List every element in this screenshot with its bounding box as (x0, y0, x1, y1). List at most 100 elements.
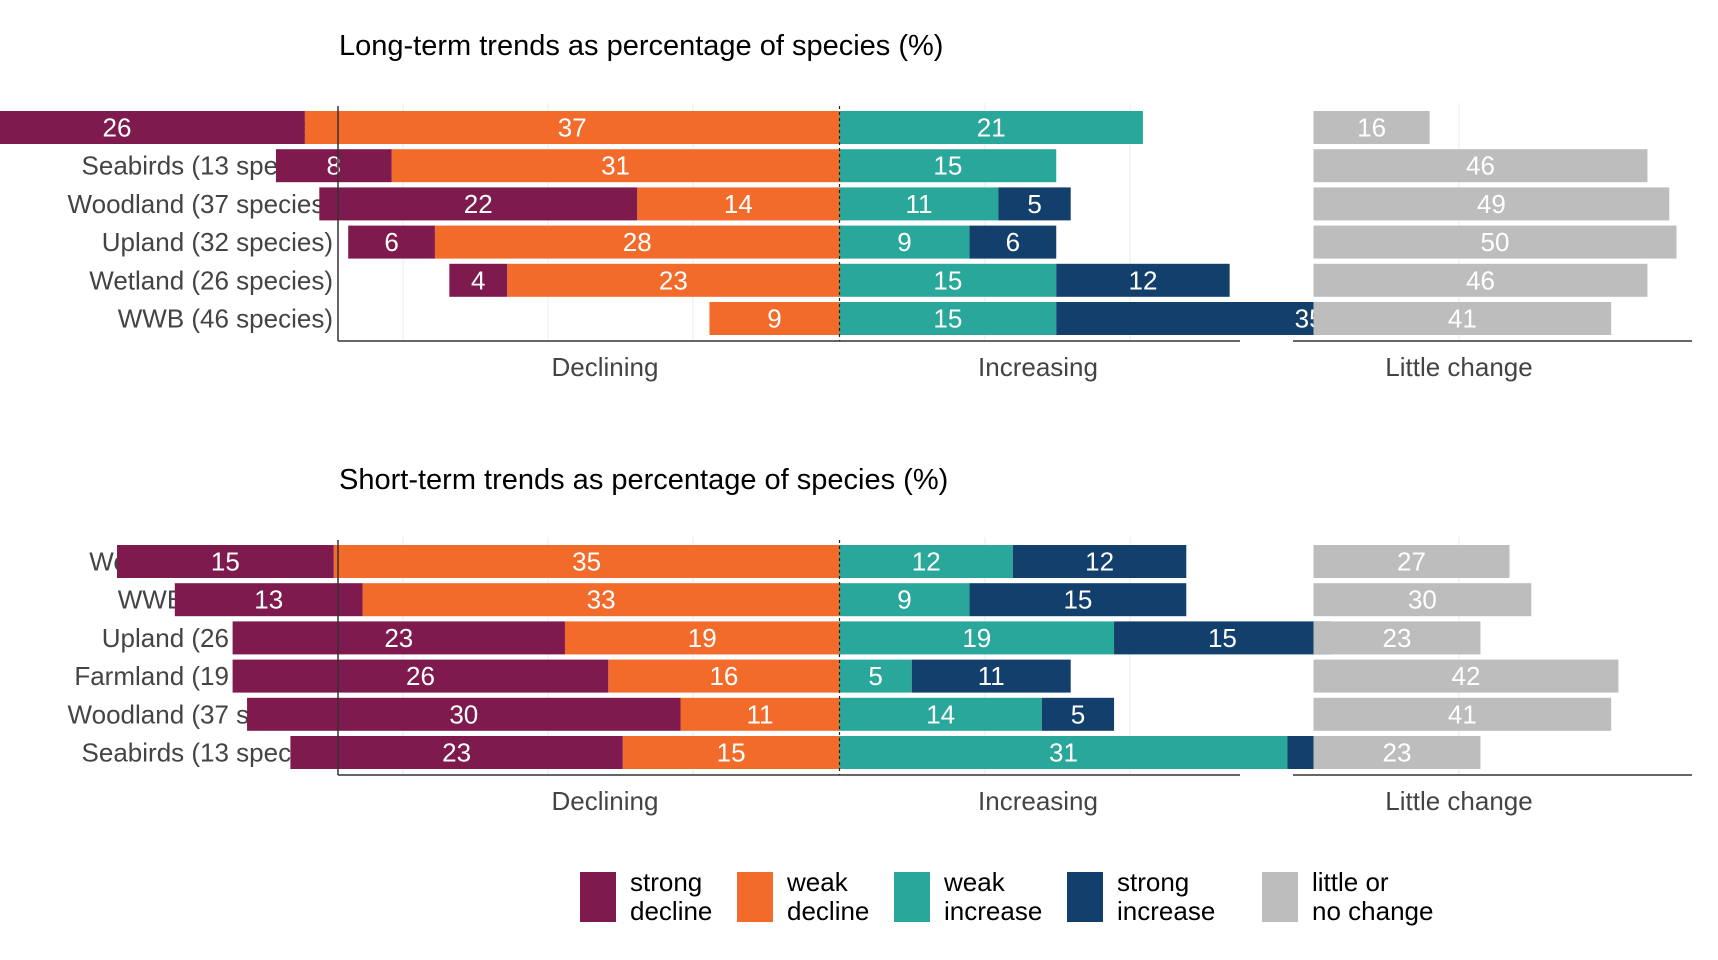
legend-label: decline (787, 896, 869, 926)
data-label: 46 (1466, 265, 1495, 295)
bar-weak-decline (434, 225, 840, 259)
bar-strong-decline (348, 225, 435, 259)
bar-little-change (1313, 621, 1481, 655)
bar-weak-decline (622, 736, 840, 769)
data-label: 41 (1448, 699, 1477, 729)
bar-strong-increase (969, 225, 1057, 259)
bar-weak-increase (839, 225, 970, 259)
legend-swatch-weak-increase (894, 872, 930, 922)
data-label: 49 (1477, 189, 1506, 219)
bar-weak-decline (709, 302, 840, 335)
data-label: 15 (717, 738, 746, 768)
legend-swatch-weak-decline (737, 872, 773, 922)
data-label: 23 (1383, 623, 1412, 653)
data-label: 12 (1128, 265, 1157, 295)
data-label: 50 (1481, 227, 1510, 257)
data-label: 6 (1006, 227, 1020, 257)
bar-strong-increase (911, 659, 1071, 693)
data-label: 15 (1208, 623, 1237, 653)
data-label: 30 (1408, 585, 1437, 615)
data-label: 15 (211, 547, 240, 577)
bar-little-change (1313, 697, 1612, 731)
data-label: 42 (1451, 661, 1480, 691)
data-label: 37 (558, 113, 587, 143)
bar-weak-increase (839, 149, 1057, 183)
data-label: 35 (572, 547, 601, 577)
data-label: 21 (977, 113, 1006, 143)
bar-weak-decline (564, 621, 840, 655)
bar-weak-increase (839, 659, 912, 693)
axis-label-increasing: Increasing (978, 786, 1098, 816)
axis-label-little-change: Little change (1385, 352, 1532, 382)
category-label: Woodland (37 species) (68, 189, 333, 219)
data-label: 33 (587, 585, 616, 615)
data-label: 6 (384, 227, 398, 257)
bar-little-change (1313, 187, 1670, 221)
legend-label: no change (1312, 896, 1433, 926)
bar-weak-increase (839, 545, 1013, 578)
bar-strong-decline (290, 736, 623, 769)
data-label: 16 (709, 661, 738, 691)
legend-label: strong (630, 867, 702, 897)
bar-weak-decline (362, 583, 840, 617)
chart-panel-2: Short-term trends as percentage of speci… (68, 464, 1692, 816)
bar-weak-increase (839, 111, 1143, 144)
bar-little-change (1313, 263, 1648, 297)
data-label: 26 (103, 113, 132, 143)
data-label: 16 (1357, 113, 1386, 143)
axis-label-declining: Declining (552, 786, 659, 816)
legend-label: little or (1312, 867, 1389, 897)
bar-strong-decline (449, 263, 508, 297)
legend-swatch-strong-decline (580, 872, 616, 922)
bar-little-change (1313, 149, 1648, 183)
data-label: 23 (659, 265, 688, 295)
bar-little-change (1313, 736, 1481, 769)
bar-weak-decline (507, 263, 840, 297)
legend-label: increase (1117, 896, 1215, 926)
category-label: WWB (46 species) (118, 304, 333, 334)
bar-weak-decline (608, 659, 840, 693)
bar-strong-decline (319, 187, 638, 221)
data-label: 8 (327, 151, 341, 181)
data-label: 13 (254, 585, 283, 615)
data-label: 28 (623, 227, 652, 257)
data-label: 22 (464, 189, 493, 219)
bar-strong-increase (1056, 263, 1230, 297)
data-label: 5 (1027, 189, 1041, 219)
bar-strong-decline (117, 545, 334, 578)
data-label: 46 (1466, 151, 1495, 181)
axis-label-increasing: Increasing (978, 352, 1098, 382)
bar-weak-decline (680, 697, 840, 731)
legend-label: weak (943, 867, 1006, 897)
data-label: 5 (1071, 699, 1085, 729)
data-label: 31 (1049, 738, 1078, 768)
bar-strong-increase (998, 187, 1071, 221)
legend: strongdeclineweakdeclineweakincreasestro… (580, 867, 1433, 926)
bar-weak-increase (839, 697, 1042, 731)
data-label: 11 (747, 699, 774, 729)
bar-weak-decline (391, 149, 840, 183)
data-label: 23 (442, 738, 471, 768)
bar-strong-increase (1012, 545, 1187, 578)
category-label: Upland (32 species) (102, 227, 333, 257)
data-label: 4 (471, 265, 485, 295)
data-label: 15 (933, 265, 962, 295)
panel-title: Long-term trends as percentage of specie… (339, 30, 943, 62)
data-label: 15 (933, 151, 962, 181)
axis-label-little-change: Little change (1385, 786, 1532, 816)
chart-panel-1: Long-term trends as percentage of specie… (0, 30, 1692, 382)
legend-label: weak (786, 867, 849, 897)
bar-weak-decline (304, 111, 840, 144)
data-label: 11 (978, 661, 1005, 691)
data-label: 11 (905, 189, 932, 219)
data-label: 15 (1063, 585, 1092, 615)
data-label: 9 (897, 227, 911, 257)
bar-little-change (1313, 545, 1510, 578)
legend-swatch-strong-increase (1067, 872, 1103, 922)
bar-strong-decline (0, 111, 305, 144)
data-label: 9 (897, 585, 911, 615)
data-label: 31 (601, 151, 630, 181)
bar-weak-decline (637, 187, 840, 221)
data-label: 26 (406, 661, 435, 691)
